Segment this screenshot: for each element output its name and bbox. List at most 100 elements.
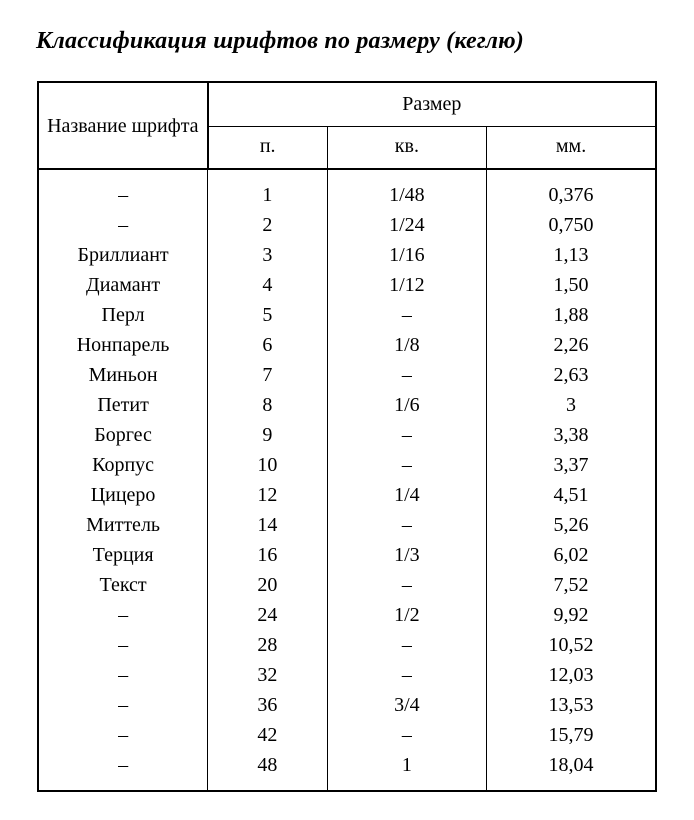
cell-p: 14	[208, 510, 328, 540]
cell-mm: 13,53	[487, 690, 656, 720]
font-size-table: Название шрифта Размер п. кв. мм. –11/48…	[37, 81, 657, 792]
cell-kv: 1/8	[327, 330, 486, 360]
cell-p: 28	[208, 630, 328, 660]
cell-name: –	[38, 600, 208, 630]
cell-name: –	[38, 750, 208, 791]
cell-kv: 1/6	[327, 390, 486, 420]
cell-kv: –	[327, 630, 486, 660]
cell-mm: 12,03	[487, 660, 656, 690]
table-row: –241/29,92	[38, 600, 656, 630]
cell-kv: –	[327, 420, 486, 450]
table-row: –48118,04	[38, 750, 656, 791]
table-row: –42–15,79	[38, 720, 656, 750]
cell-kv: 1/48	[327, 169, 486, 210]
header-mm: мм.	[487, 127, 656, 170]
cell-name: Бриллиант	[38, 240, 208, 270]
cell-kv: 3/4	[327, 690, 486, 720]
header-p: п.	[208, 127, 328, 170]
cell-name: –	[38, 720, 208, 750]
cell-kv: 1/16	[327, 240, 486, 270]
table-row: Цицеро121/44,51	[38, 480, 656, 510]
cell-mm: 1,88	[487, 300, 656, 330]
cell-name: –	[38, 169, 208, 210]
cell-kv: 1/3	[327, 540, 486, 570]
cell-p: 6	[208, 330, 328, 360]
cell-p: 4	[208, 270, 328, 300]
cell-mm: 15,79	[487, 720, 656, 750]
cell-mm: 1,13	[487, 240, 656, 270]
cell-kv: 1/4	[327, 480, 486, 510]
cell-p: 3	[208, 240, 328, 270]
cell-p: 16	[208, 540, 328, 570]
table-row: Петит81/63	[38, 390, 656, 420]
cell-mm: 3,37	[487, 450, 656, 480]
header-size: Размер	[208, 82, 656, 127]
cell-mm: 18,04	[487, 750, 656, 791]
cell-p: 48	[208, 750, 328, 791]
cell-name: Цицеро	[38, 480, 208, 510]
cell-mm: 2,26	[487, 330, 656, 360]
cell-kv: 1/12	[327, 270, 486, 300]
table-row: –21/240,750	[38, 210, 656, 240]
table-row: Терция161/36,02	[38, 540, 656, 570]
cell-mm: 2,63	[487, 360, 656, 390]
cell-kv: –	[327, 660, 486, 690]
cell-name: Корпус	[38, 450, 208, 480]
cell-mm: 3,38	[487, 420, 656, 450]
header-name: Название шрифта	[38, 82, 208, 169]
page-title: Классификация шрифтов по размеру (кеглю)	[36, 28, 664, 55]
cell-kv: –	[327, 450, 486, 480]
table-row: –32–12,03	[38, 660, 656, 690]
table-row: Корпус10–3,37	[38, 450, 656, 480]
table-row: Перл5–1,88	[38, 300, 656, 330]
table-row: Текст20–7,52	[38, 570, 656, 600]
cell-p: 9	[208, 420, 328, 450]
cell-name: Петит	[38, 390, 208, 420]
table-row: Миттель14–5,26	[38, 510, 656, 540]
cell-p: 5	[208, 300, 328, 330]
cell-mm: 6,02	[487, 540, 656, 570]
cell-kv: 1/2	[327, 600, 486, 630]
cell-p: 24	[208, 600, 328, 630]
cell-p: 8	[208, 390, 328, 420]
cell-name: –	[38, 630, 208, 660]
cell-kv: –	[327, 510, 486, 540]
table-row: Диамант41/121,50	[38, 270, 656, 300]
cell-mm: 10,52	[487, 630, 656, 660]
cell-name: Миньон	[38, 360, 208, 390]
cell-p: 20	[208, 570, 328, 600]
table-row: Миньон7–2,63	[38, 360, 656, 390]
cell-p: 36	[208, 690, 328, 720]
cell-name: Нонпарель	[38, 330, 208, 360]
cell-p: 1	[208, 169, 328, 210]
table-row: –11/480,376	[38, 169, 656, 210]
cell-kv: 1/24	[327, 210, 486, 240]
cell-name: –	[38, 660, 208, 690]
cell-p: 10	[208, 450, 328, 480]
cell-kv: –	[327, 720, 486, 750]
table-row: Бриллиант31/161,13	[38, 240, 656, 270]
cell-name: Перл	[38, 300, 208, 330]
cell-name: –	[38, 690, 208, 720]
cell-name: Терция	[38, 540, 208, 570]
cell-kv: 1	[327, 750, 486, 791]
cell-kv: –	[327, 360, 486, 390]
cell-mm: 7,52	[487, 570, 656, 600]
cell-kv: –	[327, 570, 486, 600]
table-row: –363/413,53	[38, 690, 656, 720]
table-row: Боргес9–3,38	[38, 420, 656, 450]
cell-p: 12	[208, 480, 328, 510]
cell-mm: 9,92	[487, 600, 656, 630]
cell-mm: 4,51	[487, 480, 656, 510]
table-row: Нонпарель61/82,26	[38, 330, 656, 360]
table-row: –28–10,52	[38, 630, 656, 660]
cell-mm: 0,750	[487, 210, 656, 240]
cell-p: 42	[208, 720, 328, 750]
cell-kv: –	[327, 300, 486, 330]
cell-name: Боргес	[38, 420, 208, 450]
cell-p: 2	[208, 210, 328, 240]
cell-mm: 1,50	[487, 270, 656, 300]
cell-mm: 3	[487, 390, 656, 420]
cell-name: Миттель	[38, 510, 208, 540]
cell-p: 32	[208, 660, 328, 690]
